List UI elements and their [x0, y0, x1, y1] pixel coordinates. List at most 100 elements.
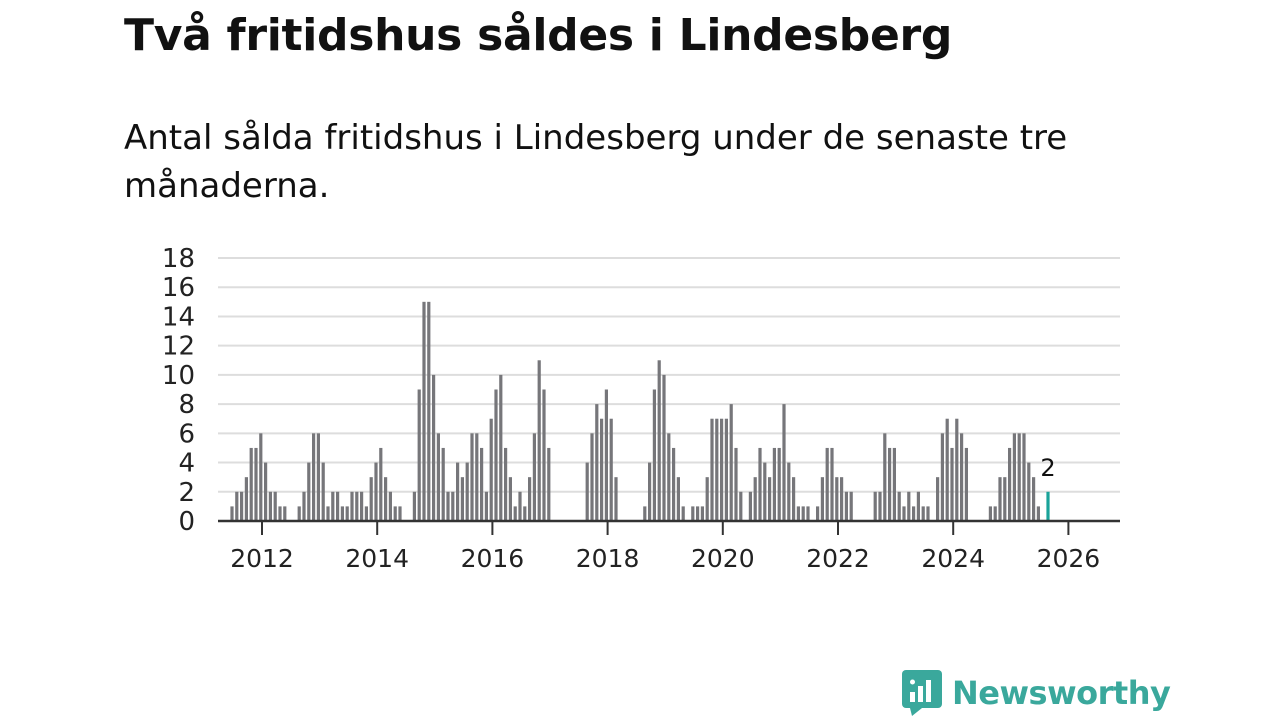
bar — [921, 506, 925, 521]
bar — [465, 462, 469, 521]
bar — [1022, 433, 1026, 521]
bar — [782, 404, 786, 521]
bar — [460, 477, 464, 521]
bar — [494, 389, 498, 521]
bar — [840, 477, 844, 521]
bar — [705, 477, 709, 521]
bar — [734, 447, 738, 521]
bar — [792, 477, 796, 521]
bar — [614, 477, 618, 521]
bar — [907, 491, 911, 521]
bar — [1027, 462, 1031, 521]
bar — [259, 433, 263, 521]
bar — [340, 506, 344, 521]
bar — [484, 491, 488, 521]
bar — [676, 477, 680, 521]
bar — [796, 506, 800, 521]
bar — [532, 433, 536, 521]
bar — [912, 506, 916, 521]
bar — [230, 506, 234, 521]
bar — [326, 506, 330, 521]
bar — [374, 462, 378, 521]
bar — [849, 491, 853, 521]
bar — [820, 477, 824, 521]
bar — [758, 447, 762, 521]
bar — [379, 447, 383, 521]
bar — [283, 506, 287, 521]
bar — [355, 491, 359, 521]
y-tick-label: 8 — [178, 390, 195, 420]
y-tick-label: 0 — [178, 507, 195, 537]
bar — [763, 462, 767, 521]
bar — [364, 506, 368, 521]
bar — [244, 477, 248, 521]
y-tick-label: 6 — [178, 419, 195, 449]
bar — [729, 404, 733, 521]
bar — [700, 506, 704, 521]
x-tick-label: 2012 — [230, 544, 294, 573]
bar — [417, 389, 421, 521]
bar — [888, 447, 892, 521]
bar — [585, 462, 589, 521]
y-tick-label: 10 — [162, 361, 195, 391]
x-tick-label: 2016 — [461, 544, 525, 573]
bar — [816, 506, 820, 521]
bar — [696, 506, 700, 521]
chart-title: Två fritidshus såldes i Lindesberg — [124, 10, 953, 61]
bar — [331, 491, 335, 521]
bar — [384, 477, 388, 521]
bar — [513, 506, 517, 521]
bar — [940, 433, 944, 521]
bar — [336, 491, 340, 521]
bar — [590, 433, 594, 521]
bar — [964, 447, 968, 521]
bar — [652, 389, 656, 521]
bar — [388, 491, 392, 521]
bar — [600, 418, 604, 521]
bar — [945, 418, 949, 521]
bar — [724, 418, 728, 521]
bar — [350, 491, 354, 521]
bar — [988, 506, 992, 521]
bar — [916, 491, 920, 521]
newsworthy-brand: Newsworthy — [902, 670, 1171, 716]
x-tick-label: 2022 — [806, 544, 870, 573]
gridlines — [218, 257, 1120, 493]
bar — [369, 477, 373, 521]
bar — [398, 506, 402, 521]
bar — [523, 506, 527, 521]
brand-name: Newsworthy — [952, 674, 1171, 712]
x-tick-label: 2020 — [691, 544, 755, 573]
value-label-last: 2 — [1040, 454, 1055, 482]
y-tick-label: 16 — [162, 273, 195, 303]
data-labels: 2 — [1040, 454, 1055, 482]
bar — [278, 506, 282, 521]
bar — [643, 506, 647, 521]
bar — [1003, 477, 1007, 521]
bar — [830, 447, 834, 521]
bar — [537, 360, 541, 521]
bar — [489, 418, 493, 521]
bar — [609, 418, 613, 521]
bar — [273, 491, 277, 521]
bar — [710, 418, 714, 521]
y-tick-label: 12 — [162, 332, 195, 362]
bar — [787, 462, 791, 521]
bar — [672, 447, 676, 521]
bar — [715, 418, 719, 521]
bar — [1012, 433, 1016, 521]
bars — [230, 301, 1050, 521]
bar — [1008, 447, 1012, 521]
bar — [451, 491, 455, 521]
bar — [307, 462, 311, 521]
bar — [950, 447, 954, 521]
bar — [436, 433, 440, 521]
bar — [412, 491, 416, 521]
bar — [604, 389, 608, 521]
bar — [883, 433, 887, 521]
bar — [446, 491, 450, 521]
bar — [897, 491, 901, 521]
x-tick-label: 2024 — [921, 544, 985, 573]
y-tick-label: 4 — [178, 449, 195, 479]
bar — [825, 447, 829, 521]
